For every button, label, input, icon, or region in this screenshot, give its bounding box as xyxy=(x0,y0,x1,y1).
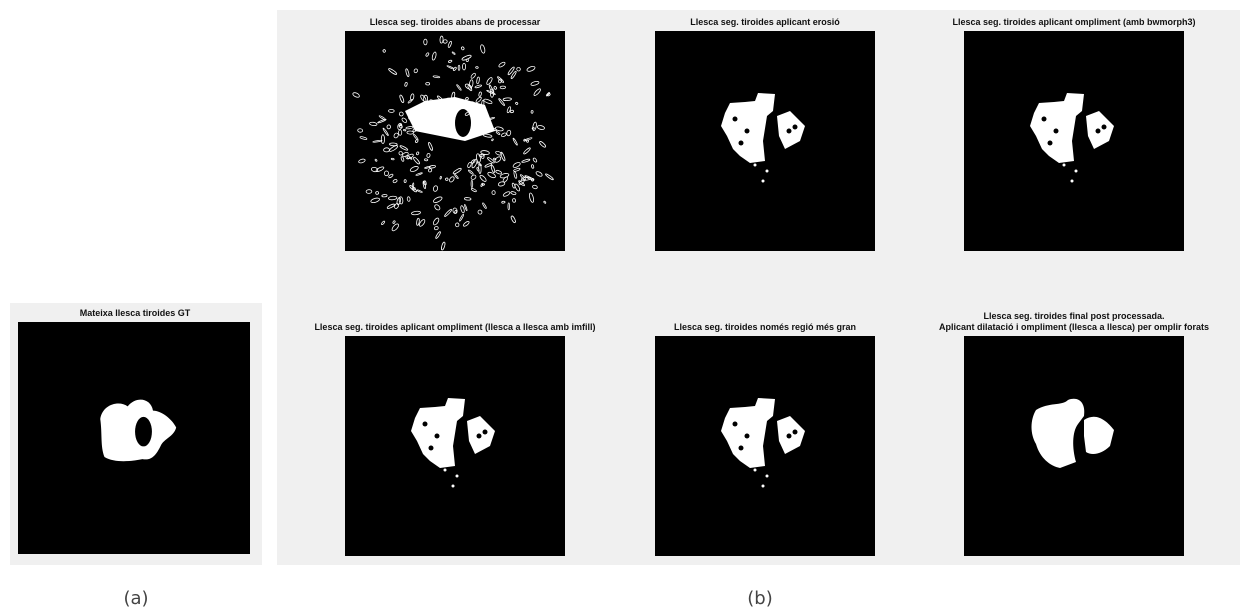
panel-title: Llesca seg. tiroides aplicant ompliment … xyxy=(952,17,1195,27)
slice-image xyxy=(345,31,565,256)
panel-title: Aplicant dilatació i ompliment (llesca a… xyxy=(939,322,1209,332)
hole xyxy=(745,434,750,439)
hole xyxy=(483,430,488,435)
hole xyxy=(739,446,744,451)
label-a: (a) xyxy=(123,588,148,609)
slice-image xyxy=(964,31,1184,251)
speck xyxy=(1071,180,1074,183)
speck xyxy=(754,469,757,472)
speck xyxy=(762,180,765,183)
speck xyxy=(766,475,769,478)
hole xyxy=(435,434,440,439)
hole xyxy=(793,125,798,130)
slice-image xyxy=(964,336,1184,556)
panel-title: Llesca seg. tiroides final post processa… xyxy=(983,311,1164,321)
slice-background xyxy=(345,31,565,251)
panel-a-title: Mateixa llesca tiroides GT xyxy=(80,308,191,318)
slice-image xyxy=(655,31,875,251)
speck xyxy=(1075,170,1078,173)
speck xyxy=(1063,164,1066,167)
hole xyxy=(1054,129,1059,134)
speck xyxy=(754,164,757,167)
hole xyxy=(739,141,744,146)
hole xyxy=(1042,117,1047,122)
label-b: (b) xyxy=(747,588,772,609)
hole xyxy=(423,422,428,427)
gt-hole xyxy=(135,417,152,447)
speck xyxy=(452,485,455,488)
hole xyxy=(477,434,482,439)
panel-title: Llesca seg. tiroides només regió més gra… xyxy=(674,322,856,332)
slice-background xyxy=(964,31,1184,251)
hole xyxy=(787,434,792,439)
hole xyxy=(1096,129,1101,134)
panel-title: Llesca seg. tiroides aplicant ompliment … xyxy=(314,322,595,332)
slice-background xyxy=(345,336,565,556)
speck xyxy=(766,170,769,173)
hole xyxy=(787,129,792,134)
slice-image xyxy=(655,336,875,556)
page: Mateixa llesca tiroides GT (a) (b) Llesc… xyxy=(0,0,1241,615)
slice-image xyxy=(345,336,565,556)
figure: Mateixa llesca tiroides GT (a) (b) Llesc… xyxy=(0,0,1241,615)
panel-title: Llesca seg. tiroides abans de processar xyxy=(370,17,541,27)
hole xyxy=(1048,141,1053,146)
slice-background xyxy=(655,31,875,251)
hole xyxy=(733,422,738,427)
slice-background xyxy=(655,336,875,556)
speck xyxy=(762,485,765,488)
slice-background xyxy=(964,336,1184,556)
raw-hole xyxy=(455,109,471,137)
hole xyxy=(793,430,798,435)
speck xyxy=(456,475,459,478)
slice-image xyxy=(18,322,250,554)
speck xyxy=(444,469,447,472)
hole xyxy=(733,117,738,122)
panel-title: Llesca seg. tiroides aplicant erosió xyxy=(690,17,840,27)
hole xyxy=(745,129,750,134)
hole xyxy=(1102,125,1107,130)
hole xyxy=(429,446,434,451)
